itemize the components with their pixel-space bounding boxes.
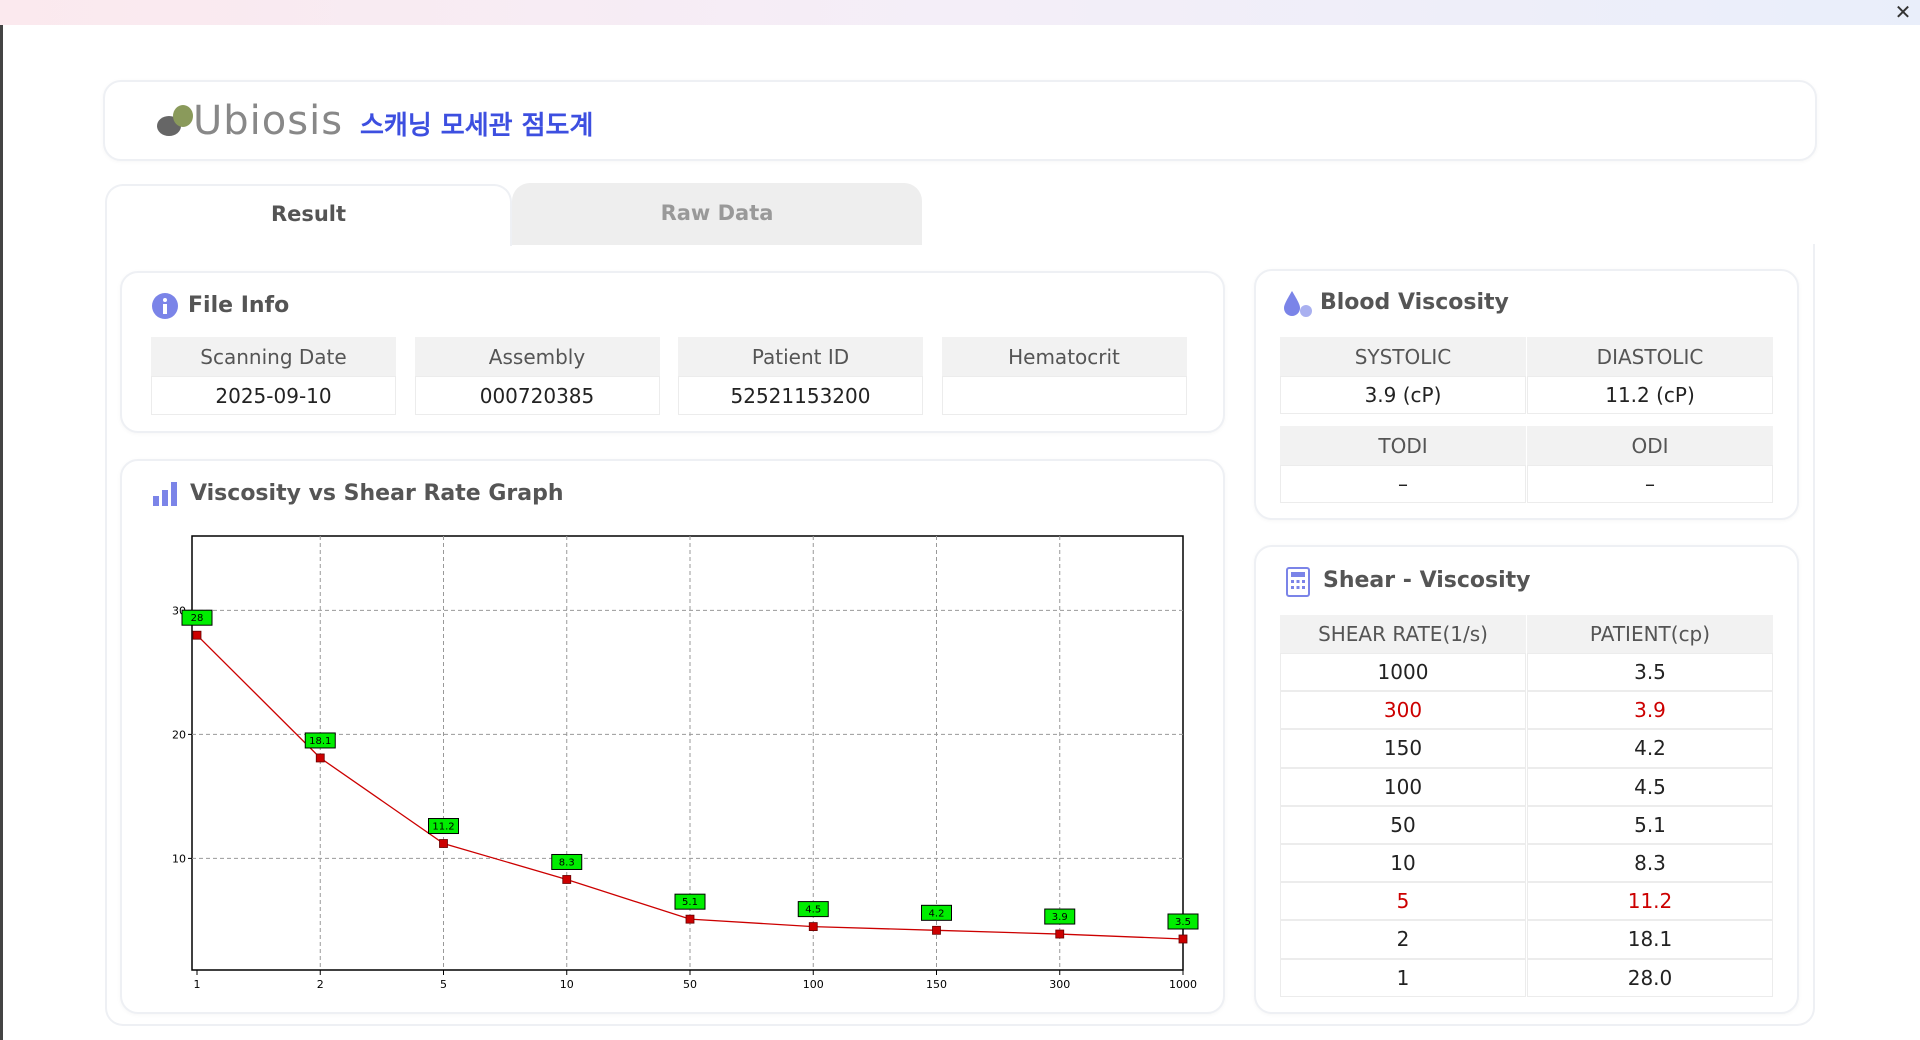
data-label: 4.2 [929,908,945,919]
file-info-header: Hematocrit [941,337,1187,376]
x-tick-label: 100 [803,978,824,991]
x-tick-label: 10 [560,978,574,991]
x-tick-label: 1000 [1169,978,1197,991]
logo-icon [157,105,193,136]
x-tick-label: 1 [194,978,201,991]
sv-cell: 4.2 [1527,729,1773,768]
data-label: 18.1 [309,736,331,747]
data-label-box [304,732,336,749]
data-label: 3.5 [1175,917,1191,928]
sv-cell: 150 [1280,729,1526,768]
sv-header: SHEAR RATE(1/s) [1280,615,1526,653]
graph-icon [153,482,177,506]
x-tick-label: 150 [926,978,947,991]
data-label: 11.2 [432,822,454,833]
file-info-header: Scanning Date [151,337,396,376]
data-label-box [551,853,583,870]
app-title: 스캐닝 모세관 점도계 [360,111,594,141]
info-icon [152,293,178,319]
tab-result[interactable]: Result [105,184,512,246]
sv-cell: 100 [1280,767,1526,806]
file-info-header: Assembly [414,337,660,376]
drop-icon [1284,291,1312,317]
point-marker [808,922,818,931]
data-label-box [674,893,706,910]
tab-raw-data[interactable]: Raw Data [512,183,922,245]
data-label-box [181,609,213,626]
data-label-box [797,901,829,918]
bv-value: 3.9 (cP) [1280,376,1526,414]
point-marker [315,753,325,763]
point-marker [932,925,941,935]
tab-panel [105,244,1815,1026]
x-tick-label: 300 [1049,978,1070,991]
sv-cell: 3.9 [1527,691,1773,730]
sv-cell: 1000 [1280,653,1526,692]
brand: Ubiosis [193,98,344,144]
sv-cell: 1 [1280,958,1526,997]
sv-cell: 3.5 [1527,653,1773,692]
point-marker [1178,934,1188,944]
y-tick-label: 20 [172,728,186,741]
point-marker [192,630,202,640]
file-info-header: Patient ID [678,337,923,376]
top-bar [0,0,1920,25]
sv-header: PATIENT(cp) [1527,615,1773,653]
close-button[interactable]: ✕ [1894,0,1912,24]
point-marker [562,875,572,884]
sv-cell: 50 [1280,805,1526,844]
sv-cell: 10 [1280,844,1526,883]
bv-value: – [1280,465,1526,503]
x-tick-label: 2 [317,978,324,991]
y-tick-label: 10 [172,852,186,865]
bv-header: TODI [1280,426,1526,465]
sv-cell: 8.3 [1527,844,1773,883]
file-info-value: 000720385 [414,376,660,415]
point-marker [439,839,448,848]
graph-title: Viscosity vs Shear Rate Graph [190,481,564,506]
point-marker [685,914,695,924]
data-label: 4.5 [805,905,821,916]
sv-cell: 5.1 [1527,805,1773,844]
x-tick-label: 5 [440,978,447,991]
data-label-box [1044,908,1076,925]
sv-cell: 2 [1280,920,1526,959]
shear-viscosity-title: Shear - Viscosity [1323,568,1531,593]
data-label: 5.1 [682,897,698,908]
bv-header: DIASTOLIC [1527,337,1773,376]
x-tick-label: 50 [683,978,697,991]
point-marker [1055,929,1065,939]
sv-cell: 11.2 [1527,882,1773,921]
file-info-value: 2025-09-10 [151,376,396,415]
bv-header: ODI [1527,426,1773,465]
bv-header: SYSTOLIC [1280,337,1526,376]
window-border [0,25,3,1040]
data-label: 28 [191,613,204,624]
file-info-value: 52521153200 [678,376,923,415]
sv-cell: 4.5 [1527,767,1773,806]
header-card: Ubiosis 스캐닝 모세관 점도계 [103,80,1817,161]
sv-cell: 300 [1280,691,1526,730]
data-label-box [921,904,952,921]
data-label-box [1167,913,1199,930]
calc-icon [1286,567,1310,597]
file-info-title: File Info [188,293,290,318]
file-info-value [941,376,1187,415]
sv-cell: 5 [1280,882,1526,921]
sv-cell: 18.1 [1527,920,1773,959]
sv-cell: 28.0 [1527,958,1773,997]
bv-value: 11.2 (cP) [1527,376,1773,414]
bv-value: – [1527,465,1773,503]
blood-viscosity-title: Blood Viscosity [1320,290,1509,315]
data-label: 3.9 [1052,912,1068,923]
data-label: 8.3 [559,857,575,868]
data-label-box [428,818,459,835]
